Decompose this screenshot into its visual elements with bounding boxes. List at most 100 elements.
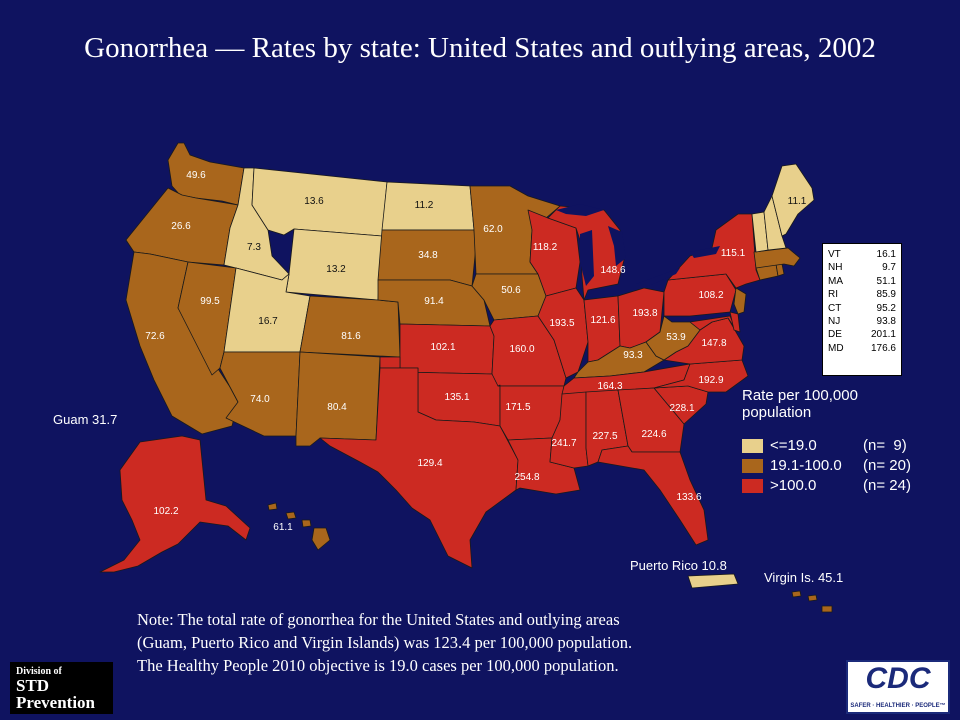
rate-label-fl: 133.6 — [676, 492, 701, 503]
ne-state-rate: 51.1 — [876, 275, 896, 287]
std-logo-line3: Prevention — [16, 693, 96, 712]
rate-label-wy: 13.2 — [326, 264, 346, 275]
state-NM — [295, 351, 381, 447]
ne-state-rate: 201.1 — [870, 329, 896, 341]
rate-label-or: 26.6 — [171, 221, 191, 232]
ne-state-abbr: CT — [828, 302, 842, 314]
rate-label-mt: 13.6 — [304, 196, 324, 207]
state-TX — [319, 367, 519, 569]
ne-row-ri: RI 85.9 — [828, 288, 896, 301]
virgin-islands-label: Virgin Is. 45.1 — [764, 570, 843, 585]
rate-label-in: 121.6 — [590, 315, 615, 326]
footnote-line3: The Healthy People 2010 objective is 19.… — [137, 656, 619, 675]
legend: Rate per 100,000 population — [742, 387, 858, 421]
rate-label-pa: 108.2 — [698, 290, 723, 301]
legend-range-label: >100.0 — [770, 477, 817, 494]
legend-count: (n= 20) — [863, 457, 911, 474]
ne-state-abbr: NH — [828, 262, 843, 274]
rate-label-ar: 171.5 — [505, 402, 530, 413]
ne-state-rate: 95.2 — [876, 302, 896, 314]
rate-label-mi: 148.6 — [600, 265, 625, 276]
rate-label-ks: 102.1 — [430, 342, 455, 353]
rate-label-nc: 192.9 — [698, 375, 723, 386]
legend-swatch — [742, 438, 763, 453]
rate-label-nd: 11.2 — [415, 200, 434, 211]
state-VI — [791, 590, 833, 613]
rate-label-nv: 99.5 — [200, 296, 220, 307]
legend-title-line2: population — [742, 404, 812, 421]
rate-label-mo: 160.0 — [509, 344, 534, 355]
state-NJ — [733, 287, 747, 315]
rate-label-ca: 72.6 — [145, 331, 165, 342]
rate-label-wv: 53.9 — [666, 332, 686, 343]
state-DE — [729, 311, 741, 333]
legend-range-label: 19.1-100.0 — [770, 457, 842, 474]
rate-label-ga: 224.6 — [641, 429, 666, 440]
ne-row-nj: NJ 93.8 — [828, 315, 896, 328]
state-NC — [653, 359, 749, 393]
ne-state-abbr: NJ — [828, 316, 841, 328]
cdc-logo-text: CDC — [865, 662, 931, 695]
state-CO — [299, 295, 401, 358]
cdc-logo-tagline: SAFER · HEALTHIER · PEOPLE™ — [850, 703, 946, 709]
ne-row-ct: CT 95.2 — [828, 302, 896, 315]
rate-label-wi: 118.2 — [533, 242, 558, 253]
state-MD — [689, 315, 737, 331]
rate-label-ak: 102.2 — [153, 506, 178, 517]
cdc-logo: CDC SAFER · HEALTHIER · PEOPLE™ — [846, 660, 950, 714]
legend-count: (n= 24) — [863, 477, 911, 494]
std-prevention-logo: Division of STD Prevention — [10, 662, 113, 714]
rate-label-wa: 49.6 — [186, 170, 206, 181]
rate-label-oh: 193.8 — [632, 308, 657, 319]
lake-ontario — [690, 246, 720, 258]
ne-state-rate: 93.8 — [876, 316, 896, 328]
ne-state-rate: 16.1 — [876, 249, 896, 260]
state-FL — [597, 445, 709, 546]
rate-label-al: 227.5 — [592, 431, 617, 442]
northeast-rate-table: VT 16.1 NH 9.7 MA 51.1 RI 85.9 CT 95.2 NJ 93.8 DE 201… — [822, 243, 902, 376]
rate-label-ok: 135.1 — [444, 392, 469, 403]
std-logo-line1: Division of — [16, 666, 62, 677]
state-HI — [267, 502, 331, 551]
rate-label-la: 254.8 — [514, 472, 539, 483]
rate-label-id: 7.3 — [247, 242, 261, 253]
rate-label-az: 74.0 — [250, 394, 270, 405]
rate-label-tx: 129.4 — [417, 458, 442, 469]
lake-superior — [556, 204, 604, 216]
state-MA — [753, 247, 801, 269]
legend-item-low: <=19.0 (n= 9) — [742, 437, 907, 454]
rate-label-ny: 115.1 — [721, 248, 746, 259]
state-AK — [99, 435, 251, 573]
state-ME — [771, 163, 815, 237]
puerto-rico-label: Puerto Rico 10.8 — [630, 558, 727, 573]
state-PR — [687, 573, 739, 589]
footnote-line1: Note: The total rate of gonorrhea for th… — [137, 610, 620, 629]
rate-label-ms: 241.7 — [551, 438, 576, 449]
ne-state-abbr: MA — [828, 275, 843, 287]
map-title: Gonorrhea — Rates by state: United State… — [84, 32, 876, 64]
rate-label-il: 193.5 — [549, 318, 574, 329]
rate-label-co: 81.6 — [341, 331, 361, 342]
guam-label: Guam 31.7 — [53, 412, 117, 427]
legend-item-mid: 19.1-100.0 (n= 20) — [742, 457, 911, 474]
footnote-line2: (Guam, Puerto Rico and Virgin Islands) w… — [137, 633, 633, 652]
rate-label-ne: 91.4 — [424, 296, 444, 307]
state-WY — [285, 228, 383, 301]
rate-label-mn: 62.0 — [483, 224, 503, 235]
legend-range-label: <=19.0 — [770, 437, 817, 454]
legend-title-line1: Rate per 100,000 — [742, 387, 858, 404]
ne-state-abbr: VT — [828, 249, 841, 260]
rate-label-ky: 93.3 — [623, 350, 643, 361]
lake-michigan — [580, 230, 594, 286]
ne-row-md: MD 176.6 — [828, 342, 896, 355]
state-WA — [167, 142, 245, 206]
ne-state-rate: 85.9 — [876, 289, 896, 301]
rate-label-va: 147.8 — [701, 338, 726, 349]
rate-label-tn: 164.3 — [597, 381, 622, 392]
ne-state-abbr: MD — [828, 342, 844, 354]
legend-item-high: >100.0 (n= 24) — [742, 477, 911, 494]
ne-state-rate: 9.7 — [882, 262, 896, 274]
rate-label-ia: 50.6 — [501, 285, 521, 296]
std-logo-line2: STD — [16, 676, 50, 695]
